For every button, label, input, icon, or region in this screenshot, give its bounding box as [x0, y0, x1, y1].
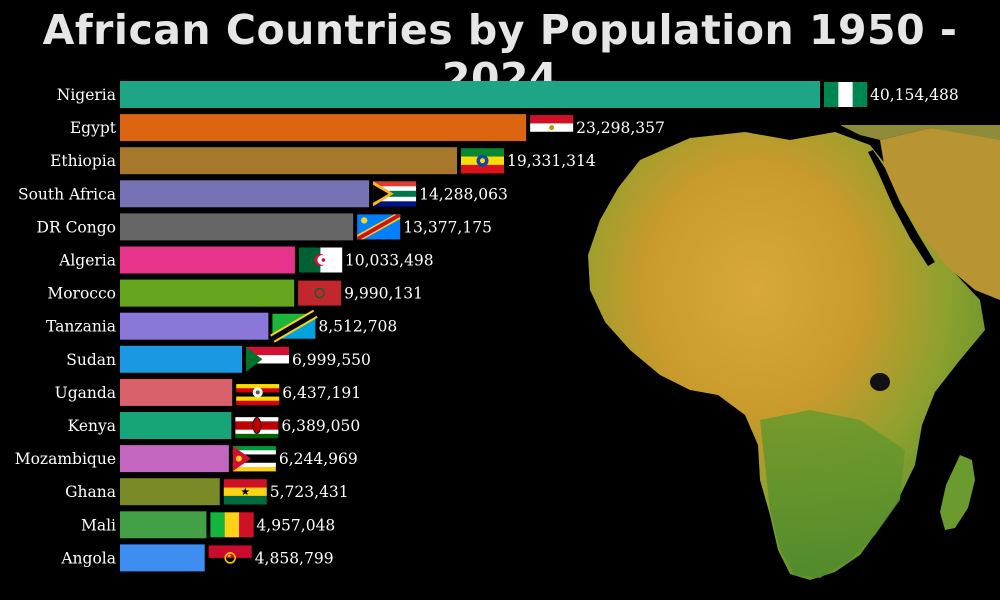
nigeria-flag [824, 82, 868, 107]
bar-mozambique [120, 445, 229, 473]
category-label-morocco: Morocco [47, 285, 116, 303]
category-label-dr-congo: DR Congo [37, 218, 116, 236]
value-label-south-africa: 14,288,063 [419, 185, 508, 203]
value-label-morocco: 9,990,131 [344, 285, 423, 303]
bar-row-dr-congo: DR Congo 13,377,175 [37, 213, 492, 241]
category-label-sudan: Sudan [66, 351, 116, 369]
value-label-dr-congo: 13,377,175 [403, 218, 492, 236]
category-label-mozambique: Mozambique [15, 450, 116, 468]
red-sea [868, 150, 935, 266]
bar-angola [120, 544, 205, 572]
southern-africa-greenery [760, 410, 905, 578]
sudan-flag [246, 346, 290, 373]
value-label-angola: 4,858,799 [255, 549, 334, 567]
bar-row-morocco: Morocco 9,990,131 [47, 279, 423, 307]
category-label-kenya: Kenya [68, 417, 116, 435]
bar-sudan [120, 345, 243, 373]
bar-row-mali: Mali 4,957,048 [81, 511, 335, 539]
madagascar-landmass [940, 455, 975, 530]
morocco-flag [298, 280, 342, 306]
tanzania-flag [270, 309, 318, 343]
mali-flag [210, 512, 254, 538]
bar-row-tanzania: Tanzania 8,512,708 [46, 309, 397, 343]
bar-row-uganda: Uganda 6,437,191 [55, 378, 361, 406]
south-africa-flag [373, 181, 417, 207]
bar-row-ghana: Ghana 5,723,431 [65, 478, 349, 506]
value-label-algeria: 10,033,498 [345, 252, 434, 270]
value-label-sudan: 6,999,550 [292, 351, 371, 369]
value-label-tanzania: 8,512,708 [318, 318, 397, 336]
ghana-flag [223, 479, 267, 505]
value-label-mozambique: 6,244,969 [279, 450, 358, 468]
value-label-kenya: 6,389,050 [281, 417, 360, 435]
category-label-tanzania: Tanzania [46, 318, 116, 336]
bar-egypt [120, 114, 527, 142]
value-label-ethiopia: 19,331,314 [507, 152, 596, 170]
bar-row-angola: Angola 4,858,799 [60, 544, 334, 572]
bar-row-nigeria: Nigeria 40,154,488 [57, 81, 959, 108]
bar-row-egypt: Egypt 23,298,357 [70, 114, 665, 142]
bar-nigeria [120, 81, 820, 108]
category-label-nigeria: Nigeria [57, 86, 116, 104]
category-label-south-africa: South Africa [18, 185, 116, 203]
bar-south-africa [120, 180, 370, 208]
bar-morocco [120, 279, 295, 307]
bar-mali [120, 511, 207, 539]
mozambique-flag [232, 446, 276, 472]
arabia-landmass [880, 128, 1000, 300]
value-label-egypt: 23,298,357 [576, 119, 665, 137]
uganda-flag [236, 379, 280, 406]
bar-ethiopia [120, 147, 457, 175]
egypt-flag [530, 115, 574, 141]
kenya-flag [235, 413, 279, 439]
ethiopia-flag [460, 148, 504, 174]
bar-row-ethiopia: Ethiopia 19,331,314 [50, 147, 596, 175]
algeria-flag [298, 247, 343, 273]
category-label-egypt: Egypt [70, 119, 117, 137]
category-label-mali: Mali [81, 516, 116, 534]
value-label-mali: 4,957,048 [256, 516, 335, 534]
value-label-uganda: 6,437,191 [282, 384, 361, 402]
bar-algeria [120, 246, 295, 274]
category-label-ethiopia: Ethiopia [50, 152, 116, 170]
bar-dr-congo [120, 213, 354, 241]
angola-flag [208, 545, 252, 571]
bar-tanzania [120, 312, 269, 340]
bar-row-south-africa: South Africa 14,288,063 [18, 180, 508, 208]
value-label-nigeria: 40,154,488 [870, 86, 959, 104]
bar-row-algeria: Algeria 10,033,498 [58, 246, 434, 274]
bar-row-sudan: Sudan 6,999,550 [66, 345, 371, 373]
middle-east-landmass [840, 125, 1000, 140]
bar-ghana [120, 478, 220, 506]
category-label-angola: Angola [60, 549, 116, 567]
category-label-ghana: Ghana [65, 483, 116, 501]
category-label-uganda: Uganda [55, 384, 116, 402]
category-label-algeria: Algeria [58, 252, 116, 270]
value-label-ghana: 5,723,431 [270, 483, 349, 501]
bar-row-mozambique: Mozambique 6,244,969 [15, 445, 358, 473]
dr-congo-flag [357, 214, 401, 240]
bar-row-kenya: Kenya 6,389,050 [68, 412, 360, 439]
bar-kenya [120, 412, 232, 439]
bar-uganda [120, 378, 233, 406]
lake-victoria [870, 373, 890, 391]
bars-layer: Nigeria 40,154,488 Egypt 23,298,357 Ethiopia… [15, 81, 959, 572]
